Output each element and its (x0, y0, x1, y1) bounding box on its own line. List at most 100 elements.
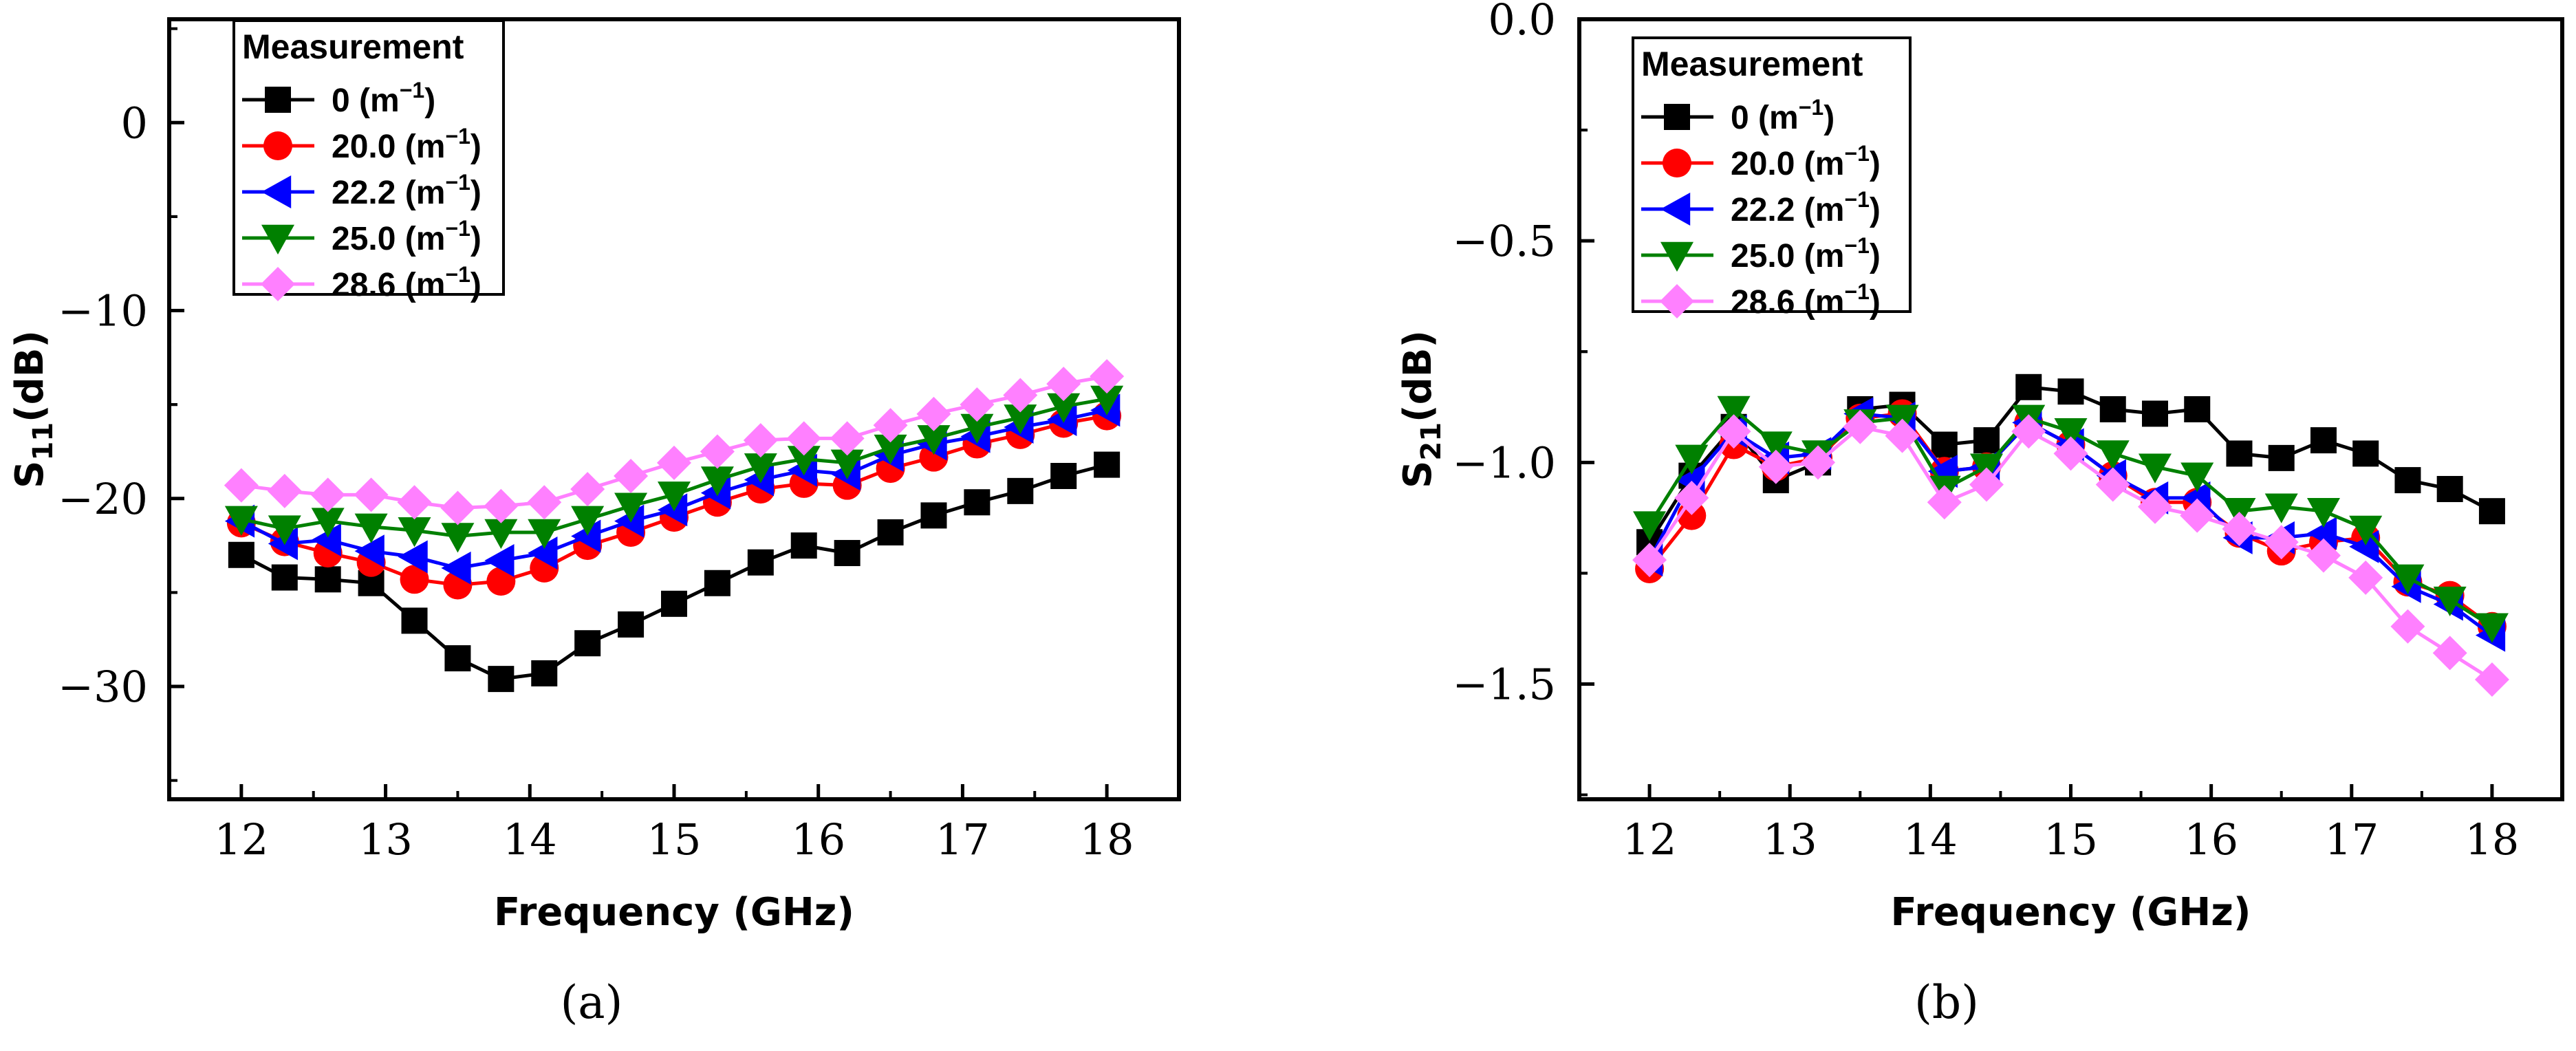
x-tick-label: 14 (503, 814, 557, 865)
data-point (1632, 543, 1667, 578)
data-point (1717, 396, 1751, 426)
data-point (2352, 440, 2379, 467)
data-point (2478, 498, 2505, 525)
data-point (528, 519, 561, 549)
x-tick-label: 16 (791, 814, 845, 865)
y-axis-title-main: S (1396, 461, 1440, 488)
data-point (1090, 359, 1125, 394)
data-point (916, 396, 951, 431)
caption-b: (b) (1914, 976, 1979, 1029)
data-point (444, 645, 471, 672)
y-tick-label: −30 (58, 662, 148, 712)
x-axis-title: Frequency (GHz) (1891, 890, 2251, 935)
data-point (744, 453, 777, 484)
data-point (571, 519, 601, 553)
legend-label: 20.0 (m−1) (1731, 141, 1881, 182)
y-tick-label: 0.0 (1488, 0, 1556, 45)
data-point (2096, 440, 2130, 470)
legend-label-end: ) (1823, 100, 1834, 136)
data-point (2264, 525, 2299, 560)
data-point (310, 477, 345, 512)
series-b-4 (1632, 409, 2509, 697)
data-point (834, 540, 861, 567)
data-point (2306, 517, 2337, 550)
data-point (747, 549, 774, 576)
data-point (877, 519, 904, 545)
x-axis-title: Frequency (GHz) (494, 890, 854, 935)
data-point (700, 466, 734, 497)
legend-label-sup: −1 (400, 78, 424, 102)
data-point (2099, 396, 2126, 422)
x-tick-label: 16 (2184, 814, 2238, 865)
data-point (2349, 515, 2383, 545)
data-point (960, 387, 995, 422)
x-tick-label: 17 (935, 814, 990, 865)
caption-a: (a) (561, 976, 623, 1029)
legend-title: Measurement (1641, 45, 1863, 83)
legend-label: 28.6 (m−1) (332, 262, 481, 303)
data-point (1050, 463, 1077, 490)
data-point (1931, 431, 1958, 458)
y-tick-label: −1.5 (1452, 659, 1556, 709)
data-point (2180, 498, 2215, 533)
data-point (2053, 436, 2088, 471)
legend-label: 25.0 (m−1) (1731, 233, 1881, 274)
legend-label: 28.6 (m−1) (1731, 279, 1881, 321)
data-point (2264, 493, 2298, 523)
data-point (224, 468, 259, 503)
legend-label-end: ) (470, 267, 481, 303)
legend-label-end: ) (1870, 146, 1881, 182)
data-point (268, 527, 298, 561)
legend-marker (261, 224, 294, 254)
data-point (2054, 418, 2088, 448)
y-tick-label: −10 (58, 286, 148, 336)
data-point (2095, 467, 2130, 502)
legend-label: 0 (m−1) (1731, 95, 1834, 136)
data-point (268, 515, 301, 545)
data-point (964, 489, 991, 516)
data-point (830, 449, 864, 479)
legend-label-main: 20.0 (m (1731, 146, 1844, 182)
data-point (1843, 409, 1878, 444)
legend-b: Measurement 0 (m−1) 20.0 (m−1) 22.2 (m−1) 25… (1632, 36, 1912, 321)
data-point (527, 485, 562, 520)
data-point (786, 421, 821, 456)
data-point (311, 508, 345, 538)
y-axis-title-main: S (8, 461, 52, 488)
data-point (2015, 373, 2042, 400)
data-point (488, 666, 515, 693)
series-a-0 (228, 451, 1121, 693)
x-tick-label: 14 (1903, 814, 1958, 865)
x-tick-label: 15 (647, 814, 702, 865)
series-a-3 (224, 385, 1124, 553)
data-point (960, 413, 994, 444)
data-point (1758, 449, 1793, 484)
y-axis-title-unit: (dB) (8, 330, 52, 422)
data-point (1003, 378, 1038, 413)
x-tick-label: 18 (1080, 814, 1134, 865)
data-point (224, 506, 258, 536)
legend-label-end: ) (470, 129, 481, 165)
legend-label: 22.2 (m−1) (1731, 187, 1881, 228)
y-tick-label: 0 (121, 98, 148, 148)
legend-label-sup: −1 (445, 262, 470, 287)
data-point (2057, 378, 2084, 405)
legend-label-end: ) (1870, 284, 1881, 321)
data-point (1759, 431, 1793, 462)
data-point (400, 565, 429, 594)
data-point (1885, 418, 1920, 453)
data-point (2348, 560, 2383, 595)
legend-label-main: 28.6 (m (332, 267, 445, 303)
data-point (314, 566, 341, 593)
legend-marker (263, 131, 292, 160)
data-point (700, 434, 735, 469)
data-point (2180, 462, 2214, 492)
legend-label-sup: −1 (445, 216, 470, 241)
data-point (486, 567, 516, 596)
legend-label-main: 22.2 (m (332, 175, 445, 211)
data-point (1007, 477, 1034, 504)
data-point (661, 590, 687, 617)
data-point (1090, 385, 1124, 415)
data-point (2268, 444, 2295, 471)
legend-label: 22.2 (m−1) (332, 170, 481, 211)
